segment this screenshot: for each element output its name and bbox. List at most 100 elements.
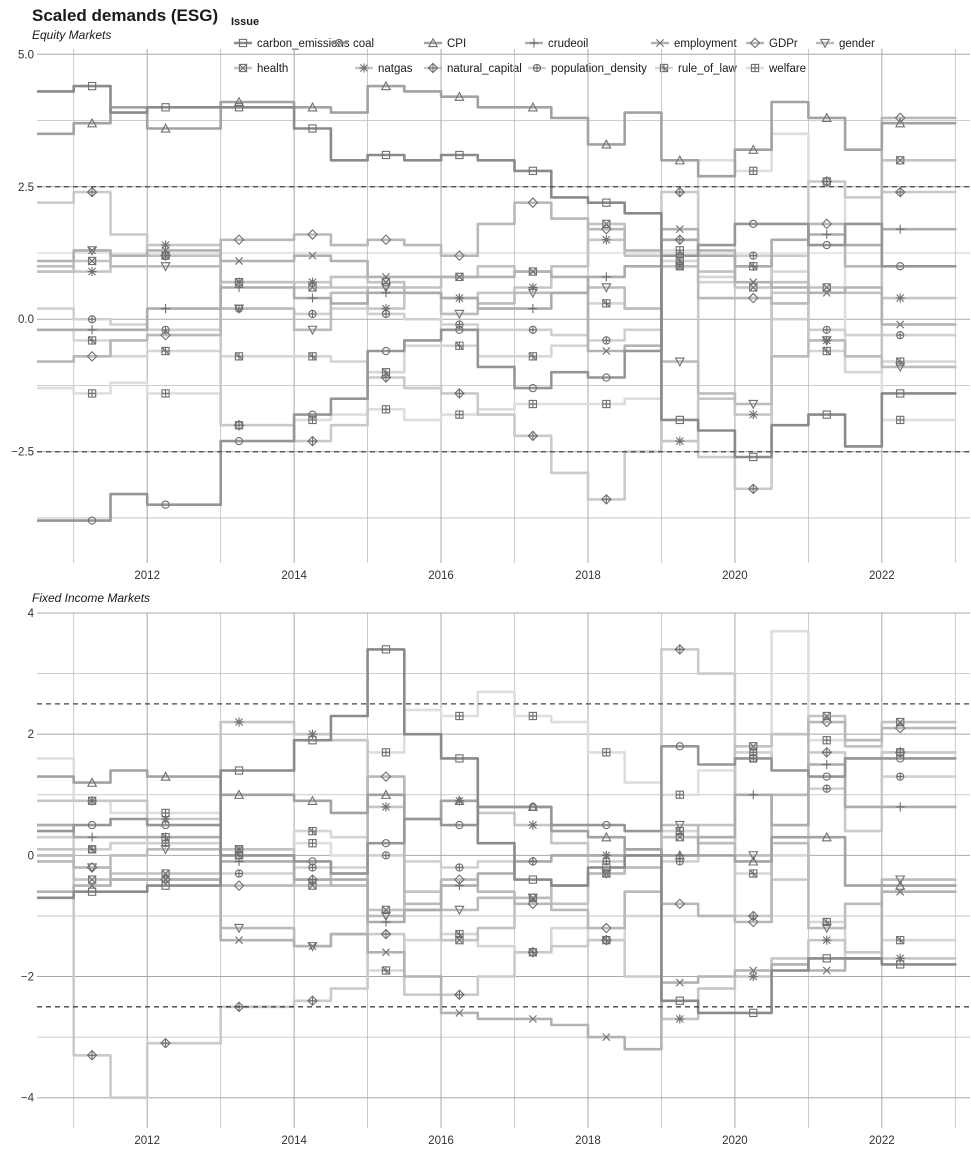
legend-item-natural-capital: natural_capital — [424, 62, 522, 75]
marker-welfare — [455, 711, 464, 721]
marker-population-density — [822, 784, 831, 793]
series-line-coal — [37, 222, 957, 522]
marker-cpi — [380, 80, 392, 91]
marker-employment — [308, 251, 317, 260]
marker-carbon-emissions — [602, 863, 611, 872]
legend-label: employment — [674, 38, 737, 50]
marker-natgas — [675, 436, 685, 446]
marker-crudeoil — [160, 304, 171, 314]
marker-carbon-emissions — [749, 1008, 758, 1018]
series-line-health — [37, 159, 957, 295]
marker-employment — [896, 320, 905, 329]
marker-natural-capital — [454, 989, 465, 1001]
marker-gender — [527, 288, 539, 299]
marker-health — [87, 256, 97, 266]
marker-coal — [749, 754, 758, 763]
marker-coal — [602, 820, 611, 830]
marker-gdpr — [160, 329, 171, 341]
legend-label: health — [257, 63, 288, 75]
marker-carbon-emissions — [675, 415, 684, 425]
marker-gdpr — [307, 229, 318, 240]
marker-population-density — [896, 772, 905, 781]
marker-natgas — [528, 282, 538, 293]
marker-cpi — [454, 91, 465, 101]
legend: Issue carbon_emissions coal CPI crudeoil emp… — [226, 16, 882, 78]
marker-cpi — [674, 849, 685, 860]
marker-welfare — [528, 399, 538, 409]
marker-health — [161, 869, 170, 878]
marker-coal — [602, 373, 611, 382]
marker-coal — [455, 820, 464, 830]
marker-carbon-emissions — [87, 81, 97, 91]
legend-marker — [656, 39, 664, 47]
marker-natgas — [307, 729, 318, 739]
legend-item-welfare: welfare — [746, 63, 806, 75]
marker-natgas — [675, 1014, 685, 1024]
gridlines — [37, 612, 970, 1128]
x-tick-label: 2022 — [869, 570, 895, 582]
marker-crudeoil — [454, 881, 465, 891]
marker-cpi — [895, 880, 906, 890]
legend-label: natgas — [378, 63, 413, 75]
marker-health — [87, 875, 97, 884]
marker-employment — [749, 278, 758, 287]
marker-welfare — [381, 748, 391, 757]
marker-natural-capital — [233, 419, 245, 431]
marker-cpi — [601, 831, 612, 842]
marker-crudeoil — [234, 282, 244, 293]
marker-employment — [235, 256, 244, 265]
marker-natgas — [822, 935, 832, 945]
marker-crudeoil — [381, 288, 391, 298]
marker-cpi — [821, 112, 832, 123]
marker-welfare — [528, 711, 538, 721]
marker-cpi — [160, 123, 171, 133]
legend-marker — [532, 63, 542, 73]
marker-gdpr — [600, 223, 612, 235]
marker-cpi — [307, 795, 318, 805]
marker-cpi — [307, 101, 318, 112]
marker-coal — [675, 251, 684, 260]
marker-natural-capital — [527, 430, 539, 442]
panel-equity-subtitle: Equity Markets — [32, 28, 111, 42]
marker-carbon-emissions — [381, 150, 391, 160]
series-line-carbon-emissions — [37, 648, 957, 1015]
marker-rule-of-law — [749, 869, 758, 878]
marker-carbon-emissions — [234, 766, 244, 775]
marker-natgas — [748, 971, 758, 982]
marker-gender — [748, 399, 759, 410]
marker-employment — [602, 347, 611, 356]
legend-marker — [238, 38, 248, 48]
marker-crudeoil — [601, 272, 611, 282]
marker-health — [308, 283, 317, 292]
marker-natgas — [381, 304, 391, 314]
marker-carbon-emissions — [161, 881, 170, 890]
marker-gdpr — [600, 922, 612, 934]
marker-coal — [381, 839, 391, 848]
marker-cpi — [527, 101, 539, 112]
marker-coal — [308, 410, 317, 419]
marker-crudeoil — [528, 304, 538, 314]
marker-gender — [821, 923, 832, 934]
series-lines — [37, 629, 957, 1099]
marker-natural-capital — [160, 1037, 171, 1049]
marker-carbon-emissions — [896, 389, 905, 398]
marker-coal — [308, 857, 317, 866]
marker-natural-capital — [86, 186, 98, 198]
marker-crudeoil — [895, 224, 905, 234]
x-tick-label: 2014 — [281, 1135, 307, 1147]
marker-cpi — [233, 96, 245, 107]
legend-label: natural_capital — [447, 63, 522, 75]
marker-employment — [455, 272, 464, 281]
series-line-health — [37, 714, 957, 942]
marker-natural-capital — [600, 494, 612, 505]
x-tick-label: 2014 — [281, 570, 307, 582]
panel-fixed-income: Fixed Income Markets 2012 2014 2016 2018 202… — [21, 591, 970, 1147]
marker-employment — [602, 1033, 611, 1042]
marker-welfare — [675, 790, 684, 799]
marker-welfare — [308, 839, 317, 848]
x-tick-label: 2016 — [428, 1135, 454, 1147]
marker-carbon-emissions — [455, 150, 464, 160]
marker-coal — [896, 262, 905, 271]
series-line-carbon-emissions — [37, 84, 957, 459]
marker-natural-capital — [821, 176, 833, 187]
